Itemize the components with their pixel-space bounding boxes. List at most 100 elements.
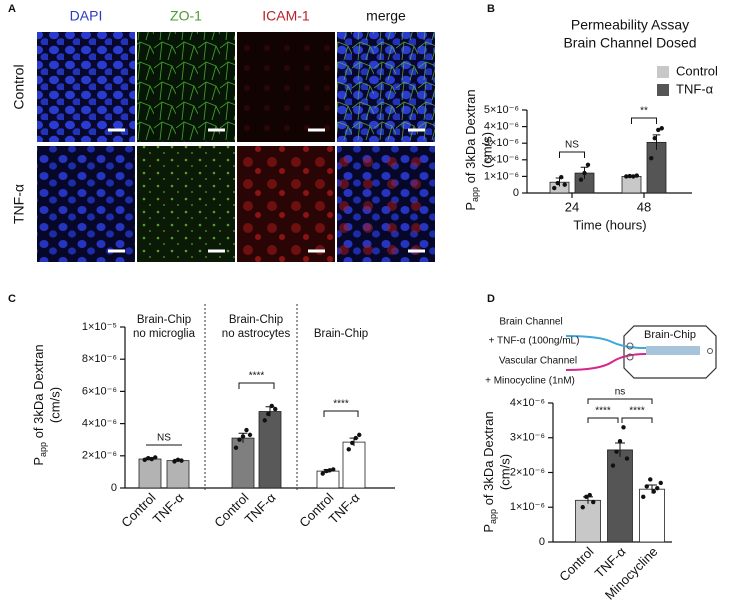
diagram-label: Brain Channel (499, 317, 562, 328)
significance-bracket (559, 151, 585, 158)
data-point (331, 467, 336, 472)
significance-bracket (238, 382, 275, 389)
data-point (655, 485, 660, 491)
legend-label: TNF-α (676, 81, 714, 96)
data-point (175, 457, 181, 463)
data-point (146, 456, 151, 461)
column-label: ZO-1 (170, 8, 202, 24)
data-point (149, 456, 154, 462)
significance-bracket (587, 398, 653, 404)
significance-label: **** (333, 399, 349, 410)
y-axis-label: Papp of 3kDa Dextran (463, 89, 480, 210)
data-point (648, 477, 653, 482)
row-label: TNF-α (11, 184, 27, 224)
y-label-symbol: P (463, 202, 478, 211)
group-title: Brain-Chip (229, 314, 283, 326)
column-label: DAPI (70, 8, 103, 24)
y-tick-label: 3×10⁻⁶ (510, 432, 545, 444)
data-point (617, 439, 623, 444)
x-tick-label: TNF-α (150, 490, 187, 527)
data-point (353, 435, 358, 441)
bar (342, 441, 366, 489)
data-point (552, 185, 557, 191)
y-tick-label: 4×10⁻⁶ (510, 397, 545, 409)
data-point (240, 434, 246, 439)
y-tick-label: 4×10⁻⁶ (484, 121, 519, 133)
y-tick-label: 0 (111, 482, 117, 494)
data-point (237, 437, 242, 442)
port (626, 353, 634, 361)
y-axis-label: Papp of 3kDa Dextran (31, 344, 48, 465)
x-tick-label: TNF-α (242, 490, 279, 527)
bar (607, 449, 633, 543)
data-point (634, 173, 639, 178)
panel-label: C (8, 293, 16, 305)
brain-channel-line (565, 335, 647, 349)
significance-bracket (323, 410, 359, 417)
chart-title: Permeability Assay (571, 17, 689, 33)
legend-swatch (657, 84, 669, 96)
data-point (327, 468, 332, 473)
y-tick-label: 2×10⁻⁶ (484, 154, 519, 166)
data-point (659, 126, 664, 131)
y-tick-label: 0 (539, 536, 545, 548)
y-tick-label: 0 (513, 187, 519, 199)
bar (138, 458, 162, 489)
data-point (621, 425, 626, 430)
significance-label: **** (249, 371, 265, 382)
data-point (562, 182, 567, 187)
y-tick-label: 3×10⁻⁶ (484, 137, 519, 149)
image-overlay (337, 32, 435, 142)
bar (646, 141, 667, 194)
x-tick-label: Control (211, 490, 251, 530)
data-point (624, 456, 630, 461)
data-point (631, 174, 636, 179)
bar (166, 460, 190, 489)
image (37, 32, 135, 142)
y-label-text: of 3kDa Dextran (481, 411, 496, 509)
y-label-text: of 3kDa Dextran (463, 89, 478, 187)
data-point (266, 411, 271, 417)
y-axis-unit: (cm/s) (47, 387, 62, 423)
group-title: Brain-Chip (137, 314, 191, 326)
significance-label: ns (615, 387, 626, 398)
y-tick-label: 5×10⁻⁶ (484, 104, 519, 116)
data-point (627, 173, 632, 179)
data-point (658, 480, 663, 486)
data-point (357, 432, 362, 438)
x-axis-label: Time (hours) (573, 217, 646, 232)
significance-bracket (631, 117, 657, 124)
data-point (247, 432, 253, 438)
significance-label: **** (595, 406, 611, 417)
data-point (651, 489, 656, 494)
significance-bracket (587, 417, 619, 423)
data-point (559, 175, 564, 180)
group-title: no astrocytes (222, 328, 291, 340)
y-label-subscript: app (38, 442, 48, 457)
data-point (233, 445, 239, 450)
significance-label: **** (629, 406, 645, 417)
scale-bars (108, 128, 425, 253)
data-point (142, 457, 147, 463)
data-point (324, 468, 329, 474)
significance-bracket (621, 417, 653, 423)
data-point (644, 484, 649, 489)
y-label-symbol: P (481, 524, 496, 533)
data-point (656, 127, 661, 133)
data-point (614, 449, 619, 454)
diagram-label: + TNF-α (100ng/mL) (489, 336, 580, 347)
data-point (587, 492, 592, 498)
y-tick-label: 2×10⁻⁶ (82, 450, 117, 462)
data-point (580, 505, 585, 510)
diagram-label: + Minocycline (1nM) (485, 376, 575, 387)
chip-diagram (565, 325, 717, 379)
y-axis-unit: (cm/s) (479, 132, 494, 168)
data-point (555, 180, 560, 186)
y-tick-label: 1×10⁻⁵ (82, 321, 117, 333)
group-title: no microglia (133, 328, 196, 340)
vascular-channel-line (565, 353, 647, 371)
bar (621, 175, 642, 194)
y-tick-label: 2×10⁻⁶ (510, 466, 545, 478)
